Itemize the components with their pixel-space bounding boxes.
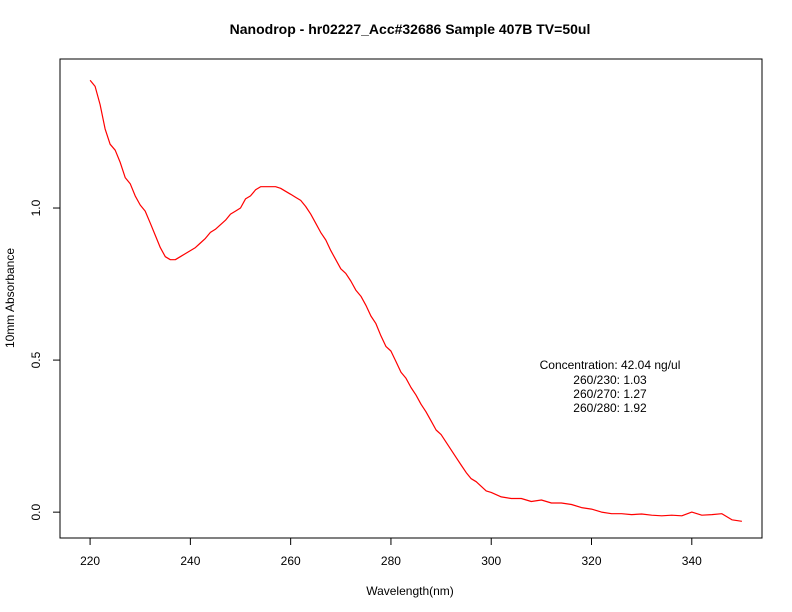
x-tick-label: 240 (180, 554, 200, 568)
y-tick-label: 0.0 (29, 503, 43, 520)
y-axis: 0.0 0.5 1.0 (29, 199, 61, 520)
absorbance-series-line (89, 79, 742, 522)
x-tick-label: 320 (581, 554, 601, 568)
y-axis-label: 10mm Absorbance (3, 248, 17, 348)
chart-title: Nanodrop - hr02227_Acc#32686 Sample 407B… (230, 21, 591, 37)
concentration-annotation: Concentration: 42.04 ng/ul 260/230: 1.03… (540, 358, 681, 415)
x-tick-label: 260 (281, 554, 301, 568)
series-layer (89, 79, 742, 522)
x-tick-label: 220 (80, 554, 100, 568)
x-tick-label: 280 (381, 554, 401, 568)
x-tick-label: 340 (682, 554, 702, 568)
ratio-260-270-text: 260/270: 1.27 (573, 387, 647, 401)
x-axis: 220 240 260 280 300 320 340 (80, 537, 702, 568)
ratio-260-280-text: 260/280: 1.92 (573, 401, 647, 415)
concentration-text: Concentration: 42.04 ng/ul (540, 358, 681, 372)
x-axis-label: Wavelength(nm) (366, 584, 454, 598)
x-tick-label: 300 (481, 554, 501, 568)
ratio-260-230-text: 260/230: 1.03 (573, 373, 647, 387)
y-tick-label: 1.0 (29, 199, 43, 216)
y-tick-label: 0.5 (29, 351, 43, 368)
